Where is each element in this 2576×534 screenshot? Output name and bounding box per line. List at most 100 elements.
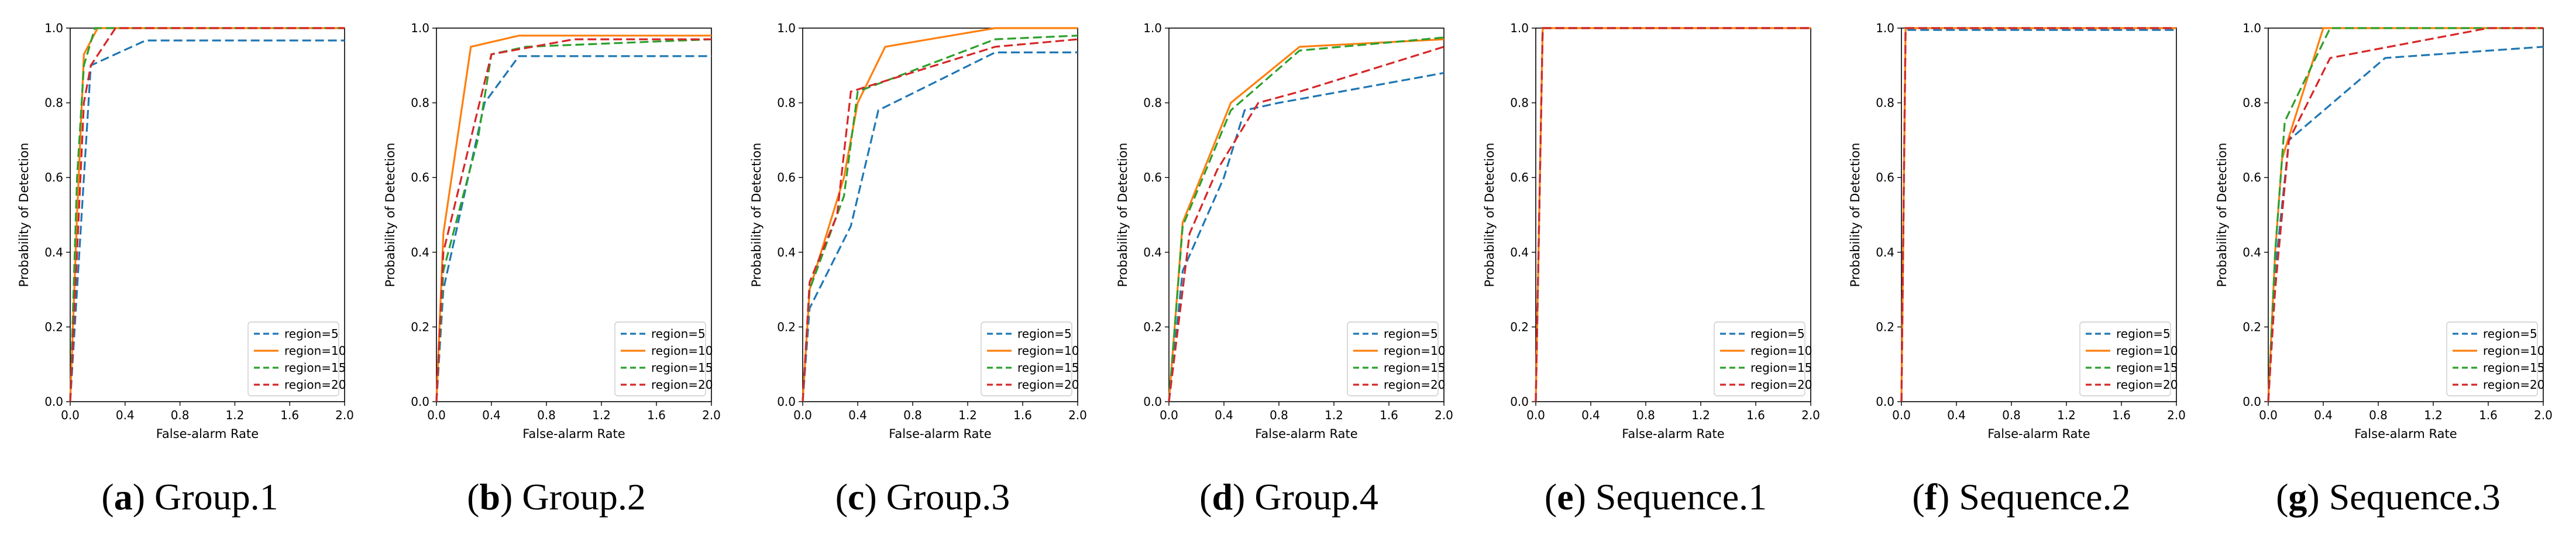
caption-letter: b bbox=[479, 476, 500, 518]
legend-label: region=5 bbox=[1384, 327, 1438, 341]
y-tick-label: 0.8 bbox=[1876, 96, 1894, 110]
panel-caption: (d) Group.4 bbox=[1199, 476, 1378, 518]
x-tick-label: 1.2 bbox=[958, 408, 977, 422]
caption-letter: a bbox=[114, 476, 133, 518]
y-tick-label: 0.0 bbox=[2243, 395, 2261, 409]
x-tick-label: 0.4 bbox=[2314, 408, 2333, 422]
x-tick-label: 1.6 bbox=[647, 408, 666, 422]
y-tick-label: 0.8 bbox=[411, 96, 429, 110]
legend-box bbox=[1714, 321, 1805, 396]
y-tick-label: 0.2 bbox=[1876, 320, 1894, 334]
x-tick-label: 0.4 bbox=[848, 408, 867, 422]
legend-label: region=15 bbox=[1384, 361, 1445, 375]
x-tick-label: 0.0 bbox=[427, 408, 446, 422]
series-line-region-20 bbox=[2267, 27, 2543, 402]
y-tick-label: 1.0 bbox=[1143, 21, 1162, 35]
caption-paren: ( bbox=[2276, 476, 2288, 518]
x-axis-label: False-alarm Rate bbox=[156, 427, 259, 441]
y-tick-label: 0.4 bbox=[1510, 245, 1529, 259]
y-tick-label: 1.0 bbox=[44, 21, 63, 35]
series-line-region-20 bbox=[1168, 46, 1445, 402]
caption-letter: d bbox=[1212, 476, 1233, 518]
legend-label: region=5 bbox=[1750, 327, 1805, 341]
chart-panel-g: 0.0 0.4 0.8 1.2 1.6 2.0 0.0 0.2 0.4 0.6 0.8 1.0 Fals… bbox=[2215, 21, 2553, 518]
legend-label: region=20 bbox=[2116, 378, 2178, 392]
x-tick-label: 0.4 bbox=[1215, 408, 1233, 422]
y-axis-label: Probability of Detection bbox=[1848, 143, 1862, 287]
y-tick-label: 0.8 bbox=[1143, 96, 1162, 110]
series-line-region-20 bbox=[435, 38, 711, 402]
x-tick-label: 0.0 bbox=[1892, 408, 1911, 422]
x-tick-label: 0.0 bbox=[793, 408, 812, 422]
y-tick-label: 0.2 bbox=[411, 320, 429, 334]
legend-label: region=20 bbox=[1750, 378, 1812, 392]
y-tick-label: 1.0 bbox=[1510, 21, 1529, 35]
legend-label: region=5 bbox=[2483, 327, 2537, 341]
caption-title: ) Group.1 bbox=[133, 476, 278, 518]
x-tick-label: 2.0 bbox=[702, 408, 721, 422]
x-tick-label: 0.0 bbox=[1160, 408, 1178, 422]
y-tick-label: 0.2 bbox=[1143, 320, 1162, 334]
legend-label: region=10 bbox=[284, 344, 346, 358]
legend-label: region=20 bbox=[2483, 378, 2544, 392]
legend-label: region=15 bbox=[1017, 361, 1079, 375]
caption-paren: ( bbox=[101, 476, 114, 518]
x-tick-label: 0.8 bbox=[171, 408, 190, 422]
series-line-region-10 bbox=[802, 27, 1078, 402]
x-tick-label: 1.2 bbox=[2424, 408, 2443, 422]
y-tick-label: 0.0 bbox=[1876, 395, 1894, 409]
legend-box bbox=[981, 321, 1072, 396]
legend-label: region=5 bbox=[2116, 327, 2171, 341]
x-tick-label: 0.8 bbox=[537, 408, 556, 422]
caption-paren: ( bbox=[1912, 476, 1924, 518]
x-axis-label: False-alarm Rate bbox=[1255, 427, 1357, 441]
caption-paren: ( bbox=[1199, 476, 1212, 518]
caption-title: ) Group.2 bbox=[500, 476, 646, 518]
y-tick-label: 0.6 bbox=[1876, 170, 1894, 184]
legend-label: region=15 bbox=[651, 361, 713, 375]
caption-paren: ( bbox=[467, 476, 479, 518]
x-tick-label: 2.0 bbox=[1435, 408, 1453, 422]
x-tick-label: 1.6 bbox=[2479, 408, 2498, 422]
legend-label: region=5 bbox=[1017, 327, 1072, 341]
series-line-region-5 bbox=[1168, 72, 1445, 402]
y-tick-label: 0.4 bbox=[2243, 245, 2261, 259]
y-tick-label: 0.8 bbox=[2243, 96, 2261, 110]
y-axis-label: Probability of Detection bbox=[749, 143, 763, 287]
y-tick-label: 1.0 bbox=[2243, 21, 2261, 35]
x-axis-label: False-alarm Rate bbox=[2354, 427, 2457, 441]
x-tick-label: 2.0 bbox=[2167, 408, 2186, 422]
y-axis-label: Probability of Detection bbox=[2215, 143, 2229, 287]
chart-panel-f: 0.0 0.4 0.8 1.2 1.6 2.0 0.0 0.2 0.4 0.6 0.8 1.0 Fals… bbox=[1848, 21, 2186, 518]
x-axis-label: False-alarm Rate bbox=[522, 427, 625, 441]
y-tick-label: 0.0 bbox=[1143, 395, 1162, 409]
y-tick-label: 0.8 bbox=[1510, 96, 1529, 110]
y-tick-label: 0.4 bbox=[44, 245, 63, 259]
y-tick-label: 0.6 bbox=[777, 170, 796, 184]
y-tick-label: 0.6 bbox=[2243, 170, 2261, 184]
y-tick-label: 0.2 bbox=[44, 320, 63, 334]
y-tick-label: 1.0 bbox=[411, 21, 429, 35]
legend-label: region=5 bbox=[651, 327, 706, 341]
x-tick-label: 1.2 bbox=[1691, 408, 1710, 422]
caption-title: ) Group.3 bbox=[864, 476, 1010, 518]
series-line-region-10 bbox=[435, 35, 711, 402]
x-tick-label: 1.2 bbox=[225, 408, 244, 422]
chart-panel-a: 0.0 0.4 0.8 1.2 1.6 2.0 0.0 0.2 0.4 0.6 0.8 1.0 Fals… bbox=[17, 21, 354, 518]
y-tick-label: 0.8 bbox=[777, 96, 796, 110]
series-line-region-15 bbox=[2267, 27, 2543, 402]
legend-box bbox=[2446, 321, 2538, 396]
y-tick-label: 0.4 bbox=[411, 245, 429, 259]
y-axis-label: Probability of Detection bbox=[383, 143, 397, 287]
caption-title: ) Group.4 bbox=[1233, 476, 1378, 518]
caption-letter: f bbox=[1925, 476, 1938, 518]
x-tick-label: 0.0 bbox=[61, 408, 80, 422]
x-tick-label: 0.8 bbox=[2369, 408, 2388, 422]
legend-box bbox=[1347, 321, 1439, 396]
x-tick-label: 0.8 bbox=[903, 408, 922, 422]
chart-panel-c: 0.0 0.4 0.8 1.2 1.6 2.0 0.0 0.2 0.4 0.6 0.8 1.0 Fals… bbox=[749, 21, 1087, 518]
caption-letter: g bbox=[2288, 476, 2307, 518]
y-tick-label: 0.2 bbox=[1510, 320, 1529, 334]
